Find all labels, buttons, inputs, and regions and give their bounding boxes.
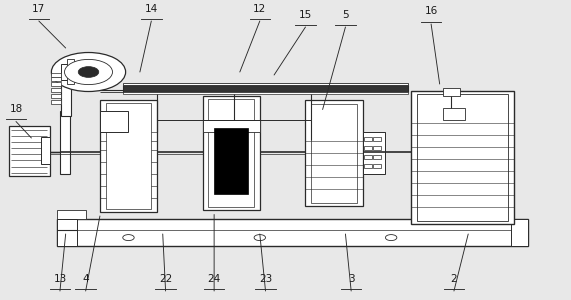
Bar	[57, 210, 86, 219]
Bar	[373, 155, 381, 159]
Text: 16: 16	[424, 7, 438, 16]
Bar	[305, 100, 363, 206]
Bar	[123, 85, 408, 92]
Bar	[311, 103, 357, 202]
Bar	[511, 219, 528, 246]
Bar	[57, 219, 77, 246]
Bar	[364, 164, 372, 168]
Text: 3: 3	[348, 274, 355, 284]
Text: 18: 18	[9, 104, 23, 114]
Text: 24: 24	[207, 274, 221, 284]
Text: 22: 22	[159, 274, 172, 284]
Bar	[51, 82, 61, 85]
Bar	[363, 132, 385, 174]
Bar	[9, 126, 50, 176]
Text: 12: 12	[253, 4, 267, 14]
Bar	[214, 128, 248, 194]
Circle shape	[123, 235, 134, 241]
Circle shape	[385, 235, 397, 241]
Bar	[208, 99, 254, 207]
Bar	[123, 82, 408, 85]
Circle shape	[65, 59, 112, 85]
Bar	[51, 73, 61, 76]
Text: 23: 23	[259, 274, 272, 284]
Bar	[364, 146, 372, 150]
Bar	[417, 94, 508, 220]
Bar	[100, 100, 157, 212]
Bar	[373, 146, 381, 150]
Bar	[100, 111, 128, 132]
Text: 4: 4	[82, 274, 89, 284]
Bar	[51, 88, 61, 92]
Text: 17: 17	[32, 4, 46, 14]
Bar	[373, 137, 381, 141]
Bar	[123, 92, 408, 94]
Bar	[57, 219, 528, 246]
Bar	[61, 61, 71, 116]
Bar	[106, 103, 151, 208]
Circle shape	[254, 235, 266, 241]
Bar	[60, 111, 70, 174]
Bar	[443, 108, 465, 120]
Bar	[51, 100, 61, 103]
Bar	[61, 64, 89, 80]
Bar	[411, 92, 514, 224]
Bar	[41, 136, 50, 164]
Bar	[67, 58, 74, 84]
Bar	[364, 155, 372, 159]
Circle shape	[78, 67, 99, 77]
Text: 15: 15	[299, 10, 312, 20]
Bar	[51, 94, 61, 98]
Text: 2: 2	[451, 274, 457, 284]
Text: 13: 13	[53, 274, 67, 284]
Bar	[51, 77, 61, 81]
Text: 5: 5	[342, 10, 349, 20]
Bar	[364, 137, 372, 141]
Bar	[203, 120, 260, 132]
Bar	[443, 88, 460, 96]
Bar	[373, 164, 381, 168]
Circle shape	[51, 52, 126, 92]
Bar	[203, 96, 260, 210]
Text: 14: 14	[144, 4, 158, 14]
